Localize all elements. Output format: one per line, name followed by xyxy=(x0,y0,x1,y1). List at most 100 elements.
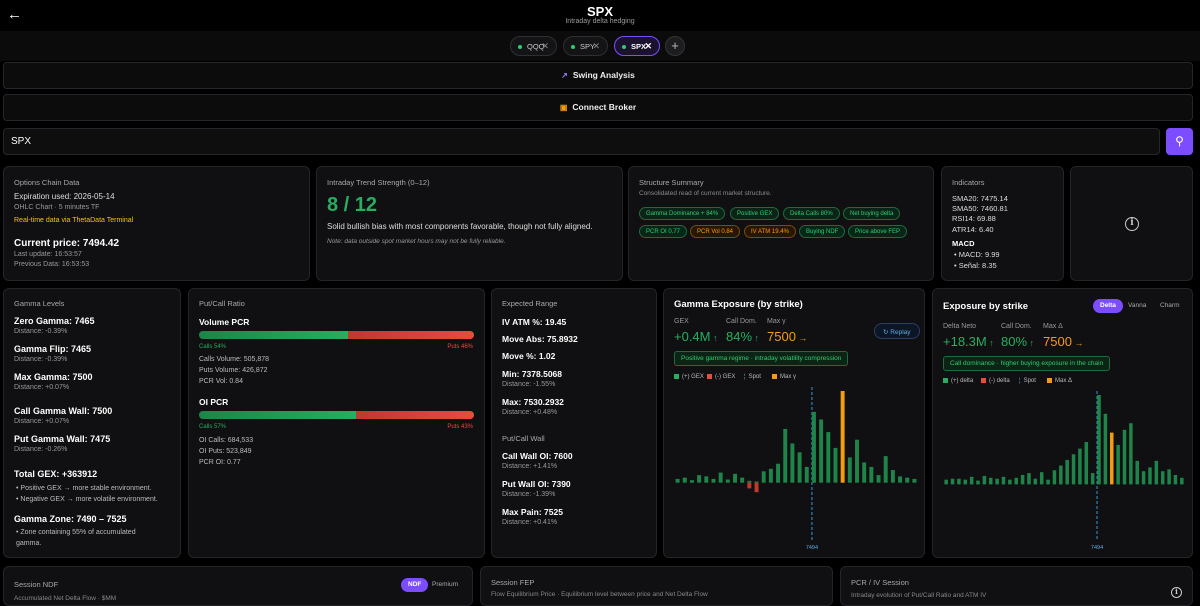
put-call-wall-title: Put/Call Wall xyxy=(502,434,545,443)
call-dom-number: 84% xyxy=(726,329,753,344)
replay-button[interactable]: ↻ Replay xyxy=(874,323,920,339)
total-gex: Total GEX: +363912 xyxy=(14,469,98,479)
max-pain-distance: Distance: +0.41% xyxy=(502,519,558,526)
positive-bar xyxy=(1160,471,1165,485)
put-wall-oi: Put Wall OI: 7390 xyxy=(502,479,571,489)
chart-timeframe-text: OHLC Chart · 5 minutes TF xyxy=(14,204,100,211)
positive-bar xyxy=(697,475,702,483)
card-title: PCR / IV Session xyxy=(851,578,909,587)
expiration-text: Expiration used: 2026-05-14 xyxy=(14,192,115,201)
card-title: Expected Range xyxy=(502,299,558,308)
charm-toggle[interactable]: Charm xyxy=(1160,302,1180,309)
positive-bar xyxy=(905,477,910,483)
swing-analysis-button[interactable]: ↗ Swing Analysis xyxy=(3,62,1193,89)
legend-max-gamma: Max γ xyxy=(772,374,796,380)
positive-bar xyxy=(1033,478,1038,485)
ticker-search-input[interactable]: SPX xyxy=(3,128,1160,155)
legend-neg-gex: (-) GEX xyxy=(707,374,735,380)
premium-toggle[interactable]: Premium xyxy=(432,581,459,588)
tab-label: SPY xyxy=(580,42,596,51)
positive-bar xyxy=(1116,444,1120,485)
exposure-by-strike-chart: 7494 xyxy=(944,391,1184,551)
close-icon[interactable]: ✕ xyxy=(592,41,600,51)
card-title: Exposure by strike xyxy=(943,301,1029,312)
search-button[interactable]: ⚲ xyxy=(1166,128,1193,155)
status-dot-icon xyxy=(571,45,575,49)
calls-fill xyxy=(199,331,348,339)
legend-label: Max γ xyxy=(780,374,797,381)
range-max: Max: 7530.2932 xyxy=(502,397,564,407)
oi-calls: OI Calls: 684,533 xyxy=(199,437,254,444)
card-title: Session FEP xyxy=(491,578,535,587)
legend-label: Max Δ xyxy=(1055,378,1073,385)
card-subtitle: Consolidated read of current market stru… xyxy=(639,190,772,197)
structure-chip: Buying NDF xyxy=(799,225,846,238)
close-icon[interactable]: ✕ xyxy=(644,41,652,51)
put-call-ratio-card: Put/Call Ratio Volume PCR Calls 54% Puts… xyxy=(188,288,485,558)
positive-bar xyxy=(876,475,881,483)
positive-bar xyxy=(790,443,795,483)
positive-bar xyxy=(740,477,745,483)
trend-strength-card: Intraday Trend Strength (0–12) 8 / 12 So… xyxy=(316,166,623,281)
move-pct: Move %: 1.02 xyxy=(502,351,556,361)
iv-atm: IV ATM %: 19.45 xyxy=(502,317,567,327)
structure-chip: PCR OI 0.77 xyxy=(639,225,688,238)
close-icon[interactable]: ✕ xyxy=(541,41,549,51)
call-dominance-highlight: Call dominance · higher buying exposure … xyxy=(943,356,1111,371)
negative-bar xyxy=(747,482,752,489)
oi-puts: OI Puts: 523,849 xyxy=(199,448,252,455)
oi-calls-label: Calls 57% xyxy=(199,424,227,430)
back-arrow-icon[interactable]: ← xyxy=(7,6,22,23)
add-tab-button[interactable]: + xyxy=(665,36,685,56)
gamma-zone-note: gamma. xyxy=(16,540,42,547)
max-gamma-value: 7500 → xyxy=(767,329,808,344)
positive-bar xyxy=(1122,429,1127,485)
info-icon[interactable]: i xyxy=(1171,587,1182,598)
max-bar xyxy=(840,391,845,483)
positive-bar xyxy=(1129,423,1133,485)
session-ndf-card: Session NDF NDF Premium Accumulated Net … xyxy=(3,566,473,606)
positive-bar xyxy=(1167,469,1171,485)
previous-data-text: Previous Data: 16:53:53 xyxy=(14,261,90,268)
positive-bar xyxy=(1001,476,1006,485)
vanna-toggle[interactable]: Vanna xyxy=(1128,302,1147,309)
structure-chip: Delta Calls 80% xyxy=(783,207,840,220)
realtime-source-text: Real-time data via ThetaData Terminal xyxy=(14,217,134,224)
trend-chart-icon: ↗ xyxy=(561,71,568,80)
positive-bar xyxy=(989,477,993,485)
put-gamma-wall: Put Gamma Wall: 7475 xyxy=(14,434,111,444)
puts-fill xyxy=(347,331,474,339)
oi-pcr-bar xyxy=(199,411,474,419)
info-icon[interactable]: i xyxy=(1125,217,1139,231)
wallet-icon: ▣ xyxy=(559,103,568,112)
last-update-text: Last update: 16:53:57 xyxy=(14,251,82,258)
positive-bar xyxy=(682,477,687,483)
max-delta-number: 7500 xyxy=(1043,334,1072,349)
tab-spx[interactable]: SPX ✕ xyxy=(614,36,660,56)
positive-bar xyxy=(819,419,824,483)
ndf-toggle[interactable]: NDF xyxy=(401,578,429,592)
positive-bar xyxy=(1103,413,1108,485)
tab-qqq[interactable]: QQQ ✕ xyxy=(510,36,557,56)
pcr-iv-session-card: PCR / IV Session Intraday evolution of P… xyxy=(840,566,1193,606)
page-subtitle: Intraday delta hedging xyxy=(565,18,635,25)
connect-broker-label: Connect Broker xyxy=(572,102,637,112)
positive-bar xyxy=(797,452,802,483)
calls-volume: Calls Volume: 505,878 xyxy=(199,356,270,363)
structure-chip: Price above FEP xyxy=(848,225,908,238)
range-max-distance: Distance: +0.48% xyxy=(502,409,558,416)
delta-toggle[interactable]: Delta xyxy=(1093,299,1123,313)
positive-bar xyxy=(982,475,987,485)
volume-pcr-title: Volume PCR xyxy=(199,317,250,327)
search-icon: ⚲ xyxy=(1175,134,1184,148)
call-dom-number: 80% xyxy=(1001,334,1028,349)
page-title: SPX xyxy=(586,4,613,19)
card-title: Session NDF xyxy=(14,580,59,589)
connect-broker-button[interactable]: ▣ Connect Broker xyxy=(3,94,1193,121)
tab-spy[interactable]: SPY ✕ xyxy=(563,36,608,56)
positive-bar xyxy=(855,439,859,483)
pcr-vol: PCR Vol: 0.84 xyxy=(199,378,243,385)
positive-bar xyxy=(1173,474,1178,485)
card-subtitle: Flow Equilibrium Price · Equilibrium lev… xyxy=(491,591,708,598)
exposure-by-strike-card: Exposure by strike Delta Vanna Charm Del… xyxy=(932,288,1193,558)
